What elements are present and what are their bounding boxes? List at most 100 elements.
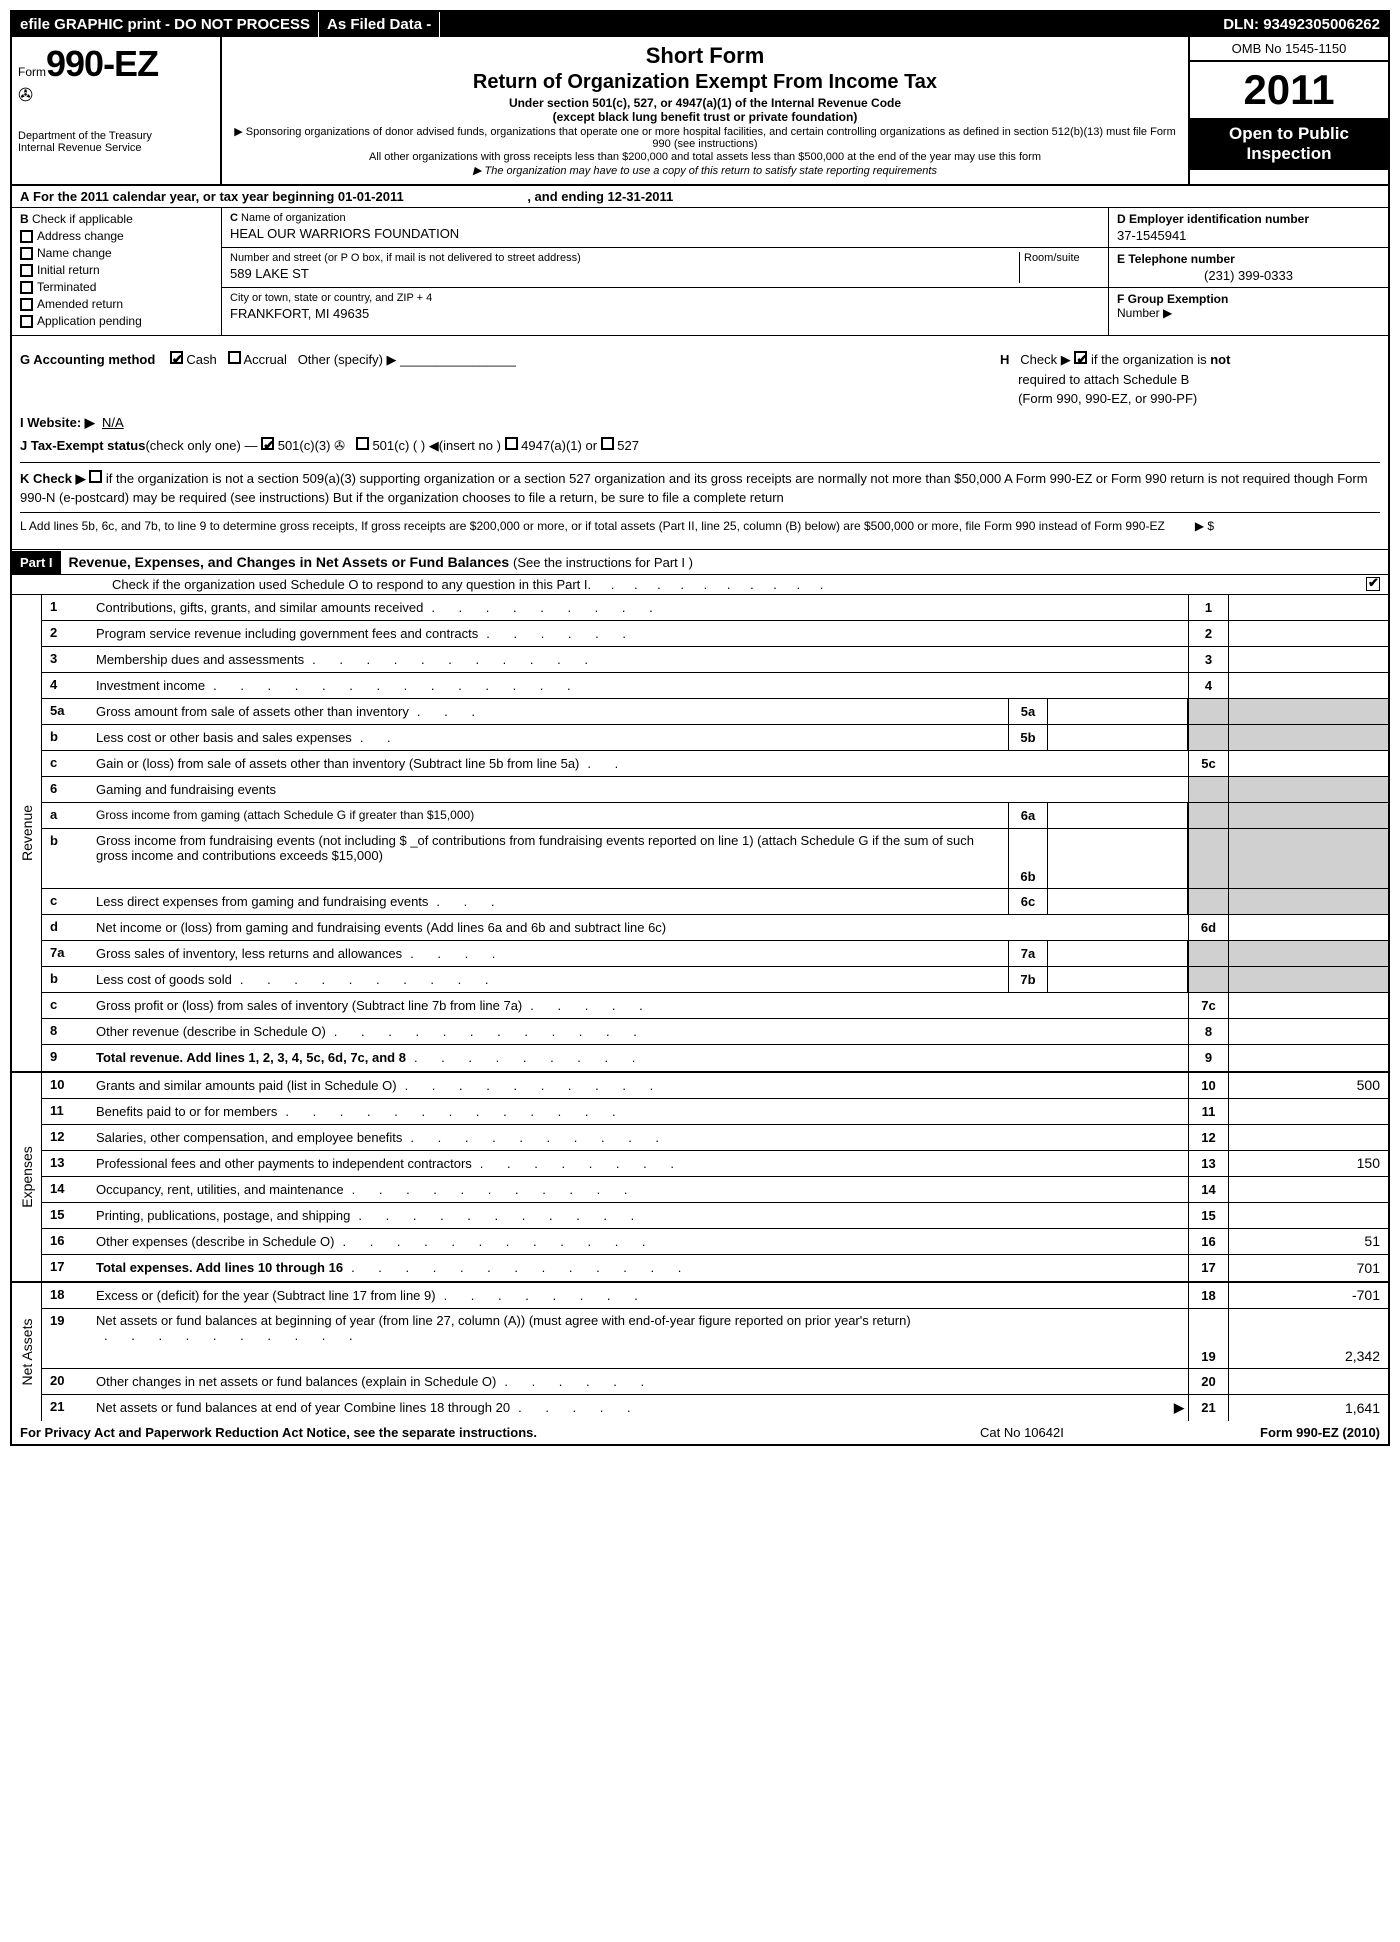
line-7b: bLess cost of goods sold. . . . . . . . …: [42, 967, 1388, 993]
page-footer: For Privacy Act and Paperwork Reduction …: [12, 1421, 1388, 1444]
irs: Internal Revenue Service: [18, 142, 214, 154]
line-12: 12Salaries, other compensation, and empl…: [42, 1125, 1388, 1151]
header-mid: Short Form Return of Organization Exempt…: [222, 37, 1188, 184]
cb-schedule-o[interactable]: [1366, 577, 1380, 591]
dln: DLN: 93492305006262: [1215, 12, 1388, 37]
privacy-notice: For Privacy Act and Paperwork Reduction …: [20, 1425, 980, 1440]
expenses-label: Expenses: [12, 1073, 42, 1281]
row-a: A For the 2011 calendar year, or tax yea…: [12, 186, 1388, 208]
line-20: 20Other changes in net assets or fund ba…: [42, 1369, 1388, 1395]
cb-k[interactable]: [89, 470, 102, 483]
line-5c: cGain or (loss) from sale of assets othe…: [42, 751, 1388, 777]
line-6: 6Gaming and fundraising events: [42, 777, 1388, 803]
col-b: B Check if applicable Address change Nam…: [12, 208, 222, 335]
group-exempt-block: F Group Exemption Number ▶: [1109, 288, 1388, 328]
cat-no: Cat No 10642I: [980, 1425, 1180, 1440]
form-header: Form990-EZ ✇ Department of the Treasury …: [12, 37, 1388, 186]
part1-header: Part I Revenue, Expenses, and Changes in…: [12, 550, 1388, 575]
line-3: 3Membership dues and assessments. . . . …: [42, 647, 1388, 673]
line-6d: dNet income or (loss) from gaming and fu…: [42, 915, 1388, 941]
line-6b: bGross income from fundraising events (n…: [42, 829, 1388, 889]
col-d: D Employer identification number 37-1545…: [1108, 208, 1388, 335]
except: (except black lung benefit trust or priv…: [232, 110, 1178, 124]
line-6c: cLess direct expenses from gaming and fu…: [42, 889, 1388, 915]
dept-treasury: Department of the Treasury: [18, 130, 214, 142]
ein: 37-1545941: [1117, 228, 1380, 243]
sponsor-note: ▶ Sponsoring organizations of donor advi…: [232, 125, 1178, 150]
city-block: City or town, state or country, and ZIP …: [222, 288, 1108, 328]
cb-name-change[interactable]: Name change: [20, 246, 213, 260]
revenue-section: Revenue 1Contributions, gifts, grants, a…: [12, 595, 1388, 1073]
line-5b: bLess cost or other basis and sales expe…: [42, 725, 1388, 751]
copy-note: ▶ The organization may have to use a cop…: [232, 164, 1178, 177]
allother-note: All other organizations with gross recei…: [232, 151, 1178, 163]
cb-501c[interactable]: [356, 437, 369, 450]
phone-block: E Telephone number (231) 399-0333: [1109, 248, 1388, 288]
line-18: 18Excess or (deficit) for the year (Subt…: [42, 1283, 1388, 1309]
city: FRANKFORT, MI 49635: [230, 306, 1100, 321]
line-13: 13Professional fees and other payments t…: [42, 1151, 1388, 1177]
revenue-label: Revenue: [12, 595, 42, 1071]
free-area: G Accounting method Cash Accrual Other (…: [12, 336, 1388, 550]
line-9: 9Total revenue. Add lines 1, 2, 3, 4, 5c…: [42, 1045, 1388, 1071]
form-ref: Form 990-EZ (2010): [1180, 1425, 1380, 1440]
col-c-left: C Name of organization HEAL OUR WARRIORS…: [222, 208, 1108, 335]
line-8: 8Other revenue (describe in Schedule O).…: [42, 1019, 1388, 1045]
street-block: Number and street (or P O box, if mail i…: [222, 248, 1108, 288]
col-c: C Name of organization HEAL OUR WARRIORS…: [222, 208, 1388, 335]
top-bar: efile GRAPHIC print - DO NOT PROCESS As …: [12, 12, 1388, 37]
line-14: 14Occupancy, rent, utilities, and mainte…: [42, 1177, 1388, 1203]
cb-schedule-b[interactable]: [1074, 351, 1087, 364]
line-2: 2Program service revenue including gover…: [42, 621, 1388, 647]
cb-initial-return[interactable]: Initial return: [20, 263, 213, 277]
form-number: 990-EZ: [46, 43, 158, 84]
header-right: OMB No 1545-1150 2011 Open to Public Ins…: [1188, 37, 1388, 184]
part1-label: Part I: [12, 551, 61, 574]
line-21: 21Net assets or fund balances at end of …: [42, 1395, 1388, 1421]
phone: (231) 399-0333: [1117, 268, 1380, 283]
netassets-label: Net Assets: [12, 1283, 42, 1421]
line-16: 16Other expenses (describe in Schedule O…: [42, 1229, 1388, 1255]
line-1: 1Contributions, gifts, grants, and simil…: [42, 595, 1388, 621]
expenses-section: Expenses 10Grants and similar amounts pa…: [12, 1073, 1388, 1283]
cb-amended[interactable]: Amended return: [20, 297, 213, 311]
tax-year: 2011: [1190, 62, 1388, 118]
line-19: 19Net assets or fund balances at beginni…: [42, 1309, 1388, 1369]
omb-number: OMB No 1545-1150: [1190, 37, 1388, 62]
cb-app-pending[interactable]: Application pending: [20, 314, 213, 328]
cb-527[interactable]: [601, 437, 614, 450]
netassets-section: Net Assets 18Excess or (deficit) for the…: [12, 1283, 1388, 1421]
website: N/A: [102, 415, 124, 430]
line-17: 17Total expenses. Add lines 10 through 1…: [42, 1255, 1388, 1281]
as-filed: As Filed Data -: [319, 12, 440, 37]
form-container: efile GRAPHIC print - DO NOT PROCESS As …: [10, 10, 1390, 1446]
org-name: HEAL OUR WARRIORS FOUNDATION: [230, 226, 1100, 241]
header-left: Form990-EZ ✇ Department of the Treasury …: [12, 37, 222, 184]
line-4: 4Investment income. . . . . . . . . . . …: [42, 673, 1388, 699]
cb-cash[interactable]: [170, 351, 183, 364]
cb-address-change[interactable]: Address change: [20, 229, 213, 243]
cb-accrual[interactable]: [228, 351, 241, 364]
form-title: Return of Organization Exempt From Incom…: [232, 71, 1178, 94]
main-table: Revenue 1Contributions, gifts, grants, a…: [12, 595, 1388, 1421]
org-name-block: C Name of organization HEAL OUR WARRIORS…: [222, 208, 1108, 248]
section-bcd: B Check if applicable Address change Nam…: [12, 208, 1388, 336]
cb-terminated[interactable]: Terminated: [20, 280, 213, 294]
efile-notice: efile GRAPHIC print - DO NOT PROCESS: [12, 12, 319, 37]
line-6a: aGross income from gaming (attach Schedu…: [42, 803, 1388, 829]
line-5a: 5aGross amount from sale of assets other…: [42, 699, 1388, 725]
cb-4947[interactable]: [505, 437, 518, 450]
cb-501c3[interactable]: [261, 437, 274, 450]
line-7c: cGross profit or (loss) from sales of in…: [42, 993, 1388, 1019]
line-11: 11Benefits paid to or for members. . . .…: [42, 1099, 1388, 1125]
street: 589 LAKE ST: [230, 266, 1015, 281]
short-form: Short Form: [232, 43, 1178, 69]
form-word: Form: [18, 65, 46, 79]
line-10: 10Grants and similar amounts paid (list …: [42, 1073, 1388, 1099]
under-section: Under section 501(c), 527, or 4947(a)(1)…: [232, 96, 1178, 110]
part1-check: Check if the organization used Schedule …: [12, 575, 1388, 595]
line-7a: 7aGross sales of inventory, less returns…: [42, 941, 1388, 967]
line-15: 15Printing, publications, postage, and s…: [42, 1203, 1388, 1229]
open-inspection: Open to Public Inspection: [1190, 118, 1388, 170]
ein-block: D Employer identification number 37-1545…: [1109, 208, 1388, 248]
